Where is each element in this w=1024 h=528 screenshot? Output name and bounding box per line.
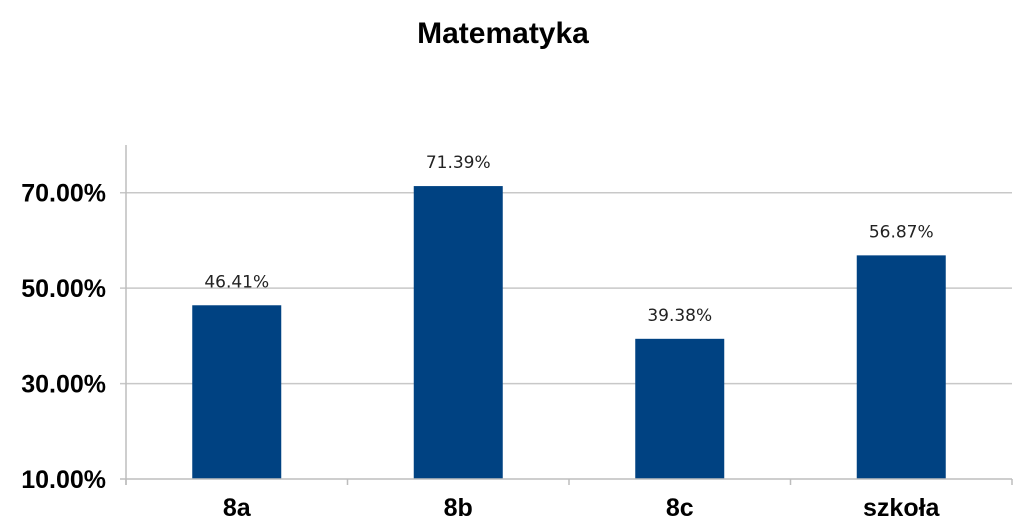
data-label: 39.38% <box>647 306 712 326</box>
bar <box>635 338 725 479</box>
bar <box>413 186 503 479</box>
x-axis-tick-labels: 8a 8b 8c szkoła <box>223 494 941 522</box>
x-tick-label: 8c <box>666 494 694 522</box>
data-label: 71.39% <box>426 153 491 173</box>
data-label: 46.41% <box>204 272 269 292</box>
axes <box>120 145 1013 485</box>
y-axis-tick-labels: 10.00% 30.00% 50.00% 70.00% <box>21 180 106 494</box>
chart-title: Matematyka <box>417 17 589 50</box>
data-label: 56.87% <box>869 222 934 242</box>
bar <box>856 255 946 479</box>
y-tick-label: 10.00% <box>21 466 106 494</box>
bar <box>192 305 282 479</box>
y-tick-label: 30.00% <box>21 371 106 399</box>
y-tick-label: 70.00% <box>21 180 106 208</box>
data-labels: 46.41% 71.39% 39.38% 56.87% <box>204 153 933 326</box>
x-tick-label: szkoła <box>863 494 941 522</box>
x-tick-label: 8a <box>223 494 252 522</box>
x-tick-label: 8b <box>444 494 473 522</box>
y-tick-label: 50.00% <box>21 275 106 303</box>
bars <box>192 186 946 479</box>
